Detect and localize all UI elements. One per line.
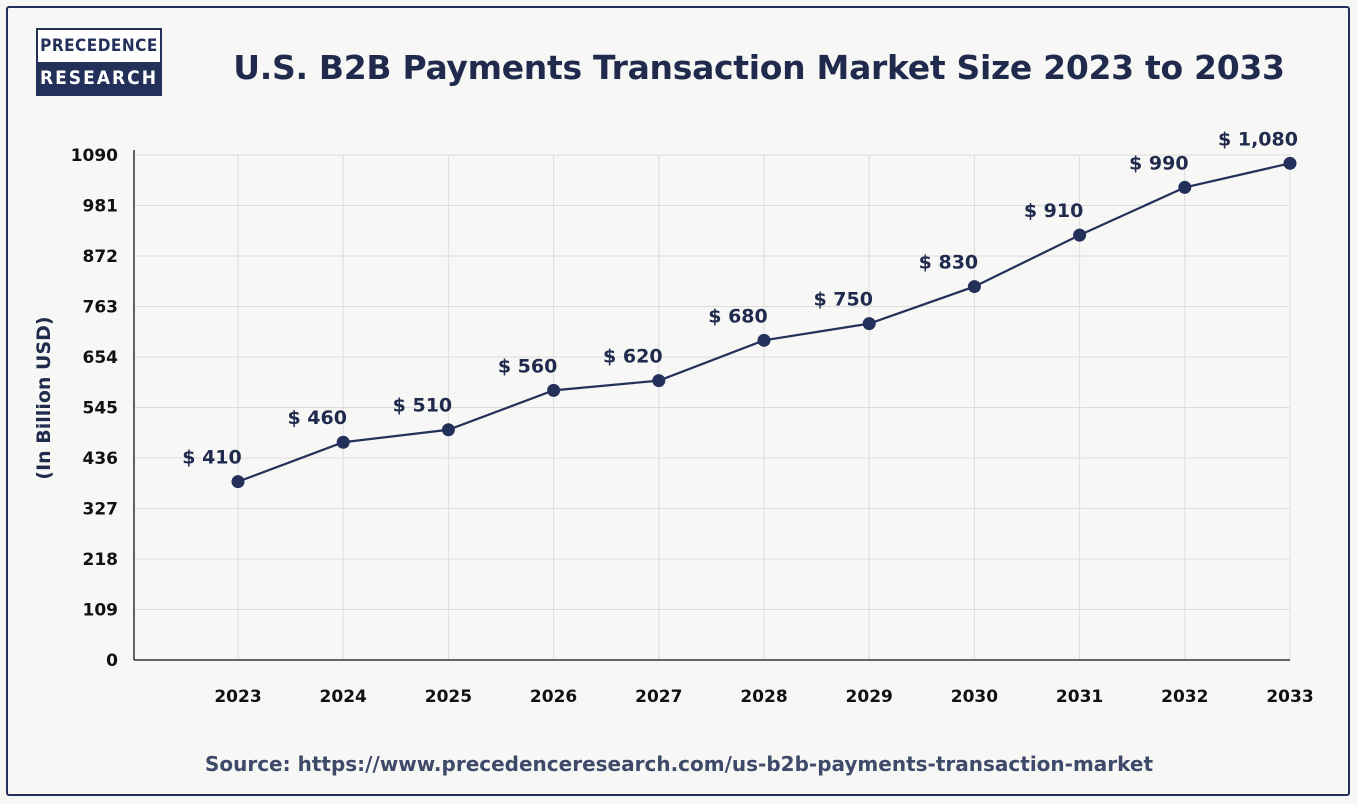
data-label: $ 750 (813, 289, 873, 311)
x-tick-label: 2032 (1161, 687, 1208, 707)
y-tick-label: 545 (83, 399, 119, 419)
precedence-research-logo: PRECEDENCE RESEARCH (36, 28, 162, 96)
data-label: $ 460 (287, 407, 347, 429)
data-point (231, 475, 245, 489)
x-tick-label: 2024 (320, 687, 367, 707)
data-label: $ 830 (919, 252, 979, 274)
logo-line-1: PRECEDENCE (38, 30, 160, 62)
chart-title: U.S. B2B Payments Transaction Market Siz… (233, 48, 1285, 87)
data-label: $ 510 (393, 395, 453, 417)
y-tick-label: 763 (83, 298, 119, 318)
data-label: $ 680 (708, 305, 768, 327)
data-label: $ 990 (1129, 152, 1189, 174)
x-tick-label: 2026 (530, 687, 577, 707)
data-label: $ 560 (498, 355, 558, 377)
data-label: $ 410 (182, 447, 242, 469)
y-tick-label: 1090 (71, 146, 118, 166)
data-label: $ 910 (1024, 200, 1084, 222)
data-point (1073, 228, 1087, 242)
chart-frame (6, 6, 1350, 796)
x-tick-label: 2027 (635, 687, 682, 707)
logo-line-2: RESEARCH (38, 62, 160, 94)
data-point (441, 423, 455, 437)
data-point (1283, 156, 1297, 170)
data-label: $ 620 (603, 346, 663, 368)
x-tick-label: 2028 (740, 687, 787, 707)
data-point (862, 317, 876, 331)
data-label: $ 1,080 (1218, 128, 1298, 150)
y-tick-label: 218 (83, 550, 119, 570)
x-tick-label: 2025 (425, 687, 472, 707)
data-point (336, 435, 350, 449)
y-tick-label: 981 (83, 197, 119, 217)
data-point (652, 374, 666, 388)
data-point (967, 280, 981, 294)
data-point (547, 383, 561, 397)
y-tick-label: 436 (83, 449, 119, 469)
y-tick-label: 0 (106, 651, 118, 671)
x-tick-label: 2033 (1266, 687, 1313, 707)
y-tick-label: 654 (83, 348, 119, 368)
x-tick-label: 2031 (1056, 687, 1103, 707)
data-point (757, 333, 771, 347)
y-tick-label: 109 (83, 601, 119, 621)
y-tick-label: 872 (83, 247, 119, 267)
x-tick-label: 2029 (846, 687, 893, 707)
y-tick-label: 327 (83, 500, 119, 520)
data-point (1178, 180, 1192, 194)
source-note: Source: https://www.precedenceresearch.c… (204, 752, 1154, 776)
y-axis-label: (In Billion USD) (33, 316, 55, 479)
x-tick-label: 2030 (951, 687, 998, 707)
x-tick-label: 2023 (214, 687, 261, 707)
